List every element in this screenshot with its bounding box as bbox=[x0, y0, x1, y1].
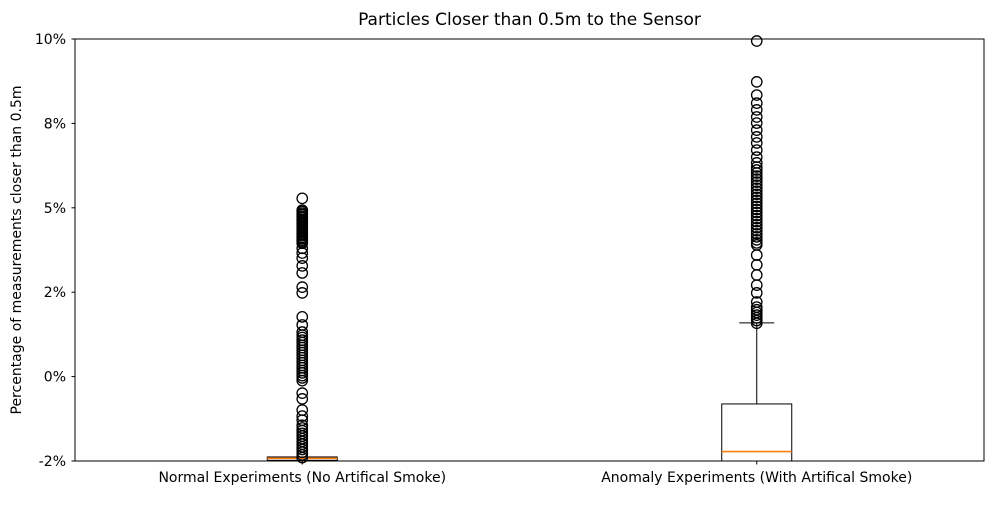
outlier-point bbox=[296, 393, 309, 405]
outlier-point bbox=[750, 203, 763, 216]
outlier-point bbox=[750, 200, 763, 213]
outlier-point bbox=[296, 374, 309, 387]
outlier-point bbox=[750, 194, 763, 207]
outlier-point bbox=[750, 185, 763, 198]
outlier-point bbox=[750, 309, 763, 322]
outlier-point bbox=[750, 227, 763, 240]
outlier-point bbox=[296, 192, 309, 205]
outlier-point bbox=[750, 269, 763, 281]
outlier-point bbox=[750, 111, 763, 123]
outlier-point bbox=[750, 89, 763, 101]
outlier-point bbox=[750, 279, 763, 291]
outlier-point bbox=[750, 170, 763, 182]
outlier-point bbox=[296, 247, 309, 259]
outlier-point bbox=[750, 218, 763, 231]
x-tick-label: Normal Experiments (No Artifical Smoke) bbox=[158, 470, 446, 486]
outlier-point bbox=[750, 188, 763, 201]
outlier-point bbox=[750, 317, 763, 330]
y-tick-label: 2% bbox=[44, 285, 66, 301]
outlier-point bbox=[296, 404, 309, 416]
outlier-point bbox=[750, 176, 763, 188]
outlier-point bbox=[750, 76, 763, 88]
outlier-point bbox=[750, 161, 763, 173]
outlier-point bbox=[296, 281, 309, 293]
outlier-point bbox=[296, 252, 309, 264]
outlier-point bbox=[750, 224, 763, 237]
plot-area: -2% 0% 2% 5% 8% 10% Normal Experiments (No Art… bbox=[35, 32, 985, 486]
outlier-point bbox=[296, 446, 309, 459]
outlier-point bbox=[750, 234, 763, 246]
outlier-point bbox=[750, 117, 763, 129]
outlier-point bbox=[750, 221, 763, 234]
chart-title: Particles Closer than 0.5m to the Sensor bbox=[358, 10, 701, 30]
outlier-point bbox=[296, 372, 309, 384]
outlier-point bbox=[750, 206, 763, 219]
outlier-point bbox=[750, 35, 763, 47]
outlier-point bbox=[750, 215, 763, 228]
y-tick-label: 0% bbox=[44, 370, 66, 386]
y-tick-label: -2% bbox=[39, 454, 66, 470]
outlier-point bbox=[750, 197, 763, 210]
outlier-point bbox=[750, 124, 763, 137]
outlier-point bbox=[750, 173, 763, 185]
outlier-point bbox=[750, 167, 763, 179]
outlier-point bbox=[750, 179, 763, 192]
outlier-point bbox=[750, 104, 763, 116]
outlier-point bbox=[750, 164, 763, 176]
outlier-point bbox=[296, 267, 309, 279]
y-tick-label: 10% bbox=[35, 32, 66, 48]
box-series-normal bbox=[266, 192, 338, 464]
plot-frame bbox=[74, 38, 985, 462]
outlier-point bbox=[750, 259, 763, 271]
outlier-point bbox=[296, 367, 309, 379]
outlier-point bbox=[296, 449, 309, 461]
outlier-point bbox=[750, 131, 763, 143]
outlier-point bbox=[296, 260, 309, 272]
outlier-point bbox=[750, 191, 763, 204]
iqr-box bbox=[721, 403, 793, 462]
y-tick-label: 5% bbox=[44, 201, 66, 217]
outlier-point bbox=[296, 443, 309, 456]
outlier-point bbox=[750, 137, 763, 149]
outlier-point bbox=[750, 230, 763, 243]
x-tick-label: Anomaly Experiments (With Artifical Smok… bbox=[601, 470, 912, 486]
outlier-point bbox=[750, 97, 763, 109]
outlier-point bbox=[296, 310, 309, 323]
outlier-point bbox=[296, 387, 309, 399]
outlier-point bbox=[750, 212, 763, 225]
outlier-point bbox=[750, 209, 763, 222]
outlier-point bbox=[750, 182, 763, 195]
outlier-point bbox=[750, 144, 763, 156]
y-tick-label: 8% bbox=[44, 116, 66, 132]
outlier-point bbox=[750, 249, 763, 261]
outlier-point bbox=[750, 314, 763, 327]
outlier-point bbox=[750, 312, 763, 324]
box-series-anomaly bbox=[721, 35, 793, 462]
y-axis-label: Percentage of measurements closer than 0… bbox=[9, 86, 25, 415]
outlier-point bbox=[296, 410, 309, 422]
outlier-point bbox=[750, 287, 763, 299]
outlier-point bbox=[296, 451, 309, 464]
outlier-point bbox=[296, 287, 309, 299]
